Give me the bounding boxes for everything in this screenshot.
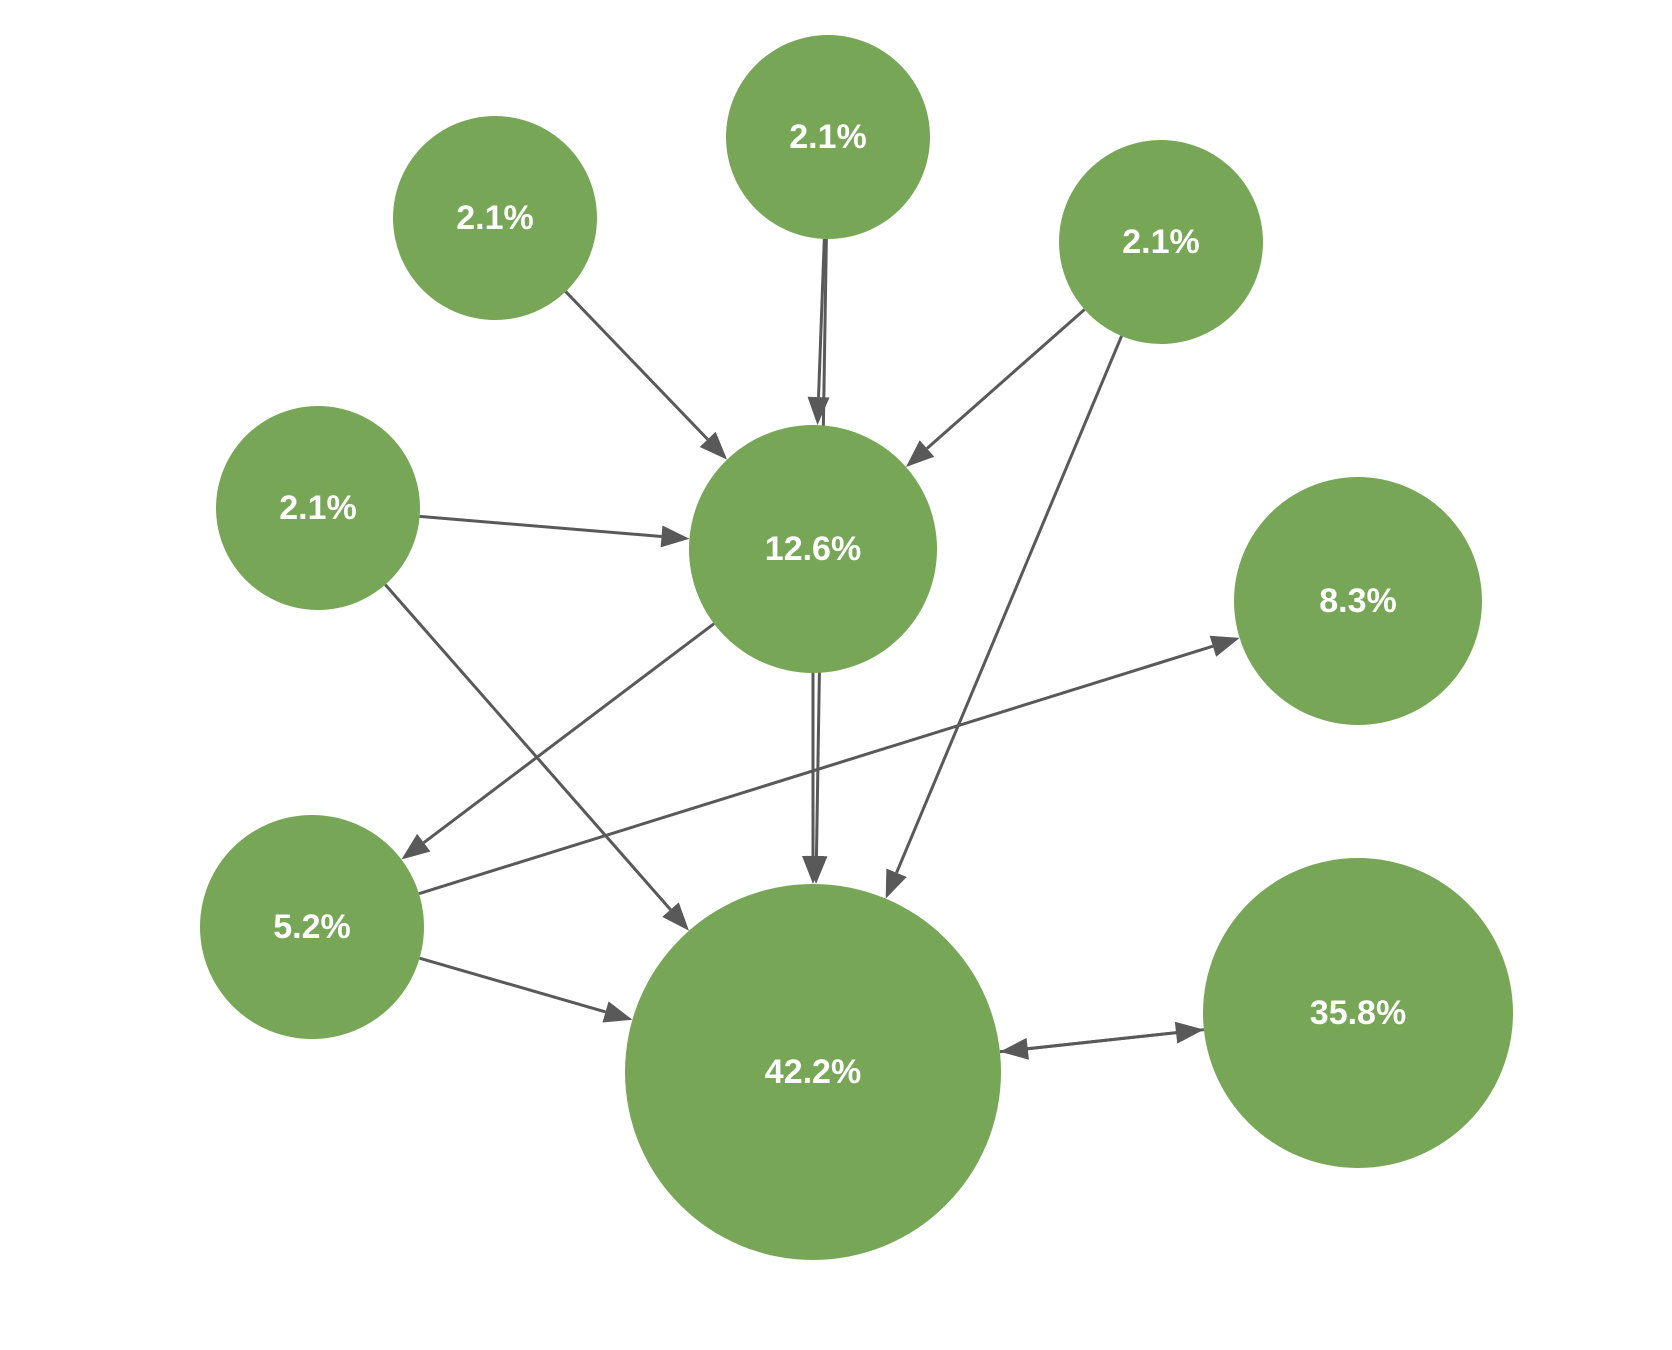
arrowhead-icon	[699, 431, 728, 460]
edge-line	[384, 583, 672, 911]
node-circle	[1234, 477, 1482, 725]
arrowhead-icon	[1209, 635, 1240, 657]
node-n3: 2.1%	[726, 35, 930, 239]
node-circle	[200, 815, 424, 1039]
edge-line	[817, 238, 826, 398]
arrowhead-icon	[602, 1001, 633, 1023]
node-label: 2.1%	[456, 199, 534, 237]
edges-layer	[384, 238, 1240, 1060]
node-label: 12.6%	[765, 530, 861, 568]
edge-n4-to-n8	[885, 335, 1123, 899]
node-circle	[625, 884, 1001, 1260]
edge-n1-to-n5	[419, 514, 690, 548]
node-label: 8.3%	[1319, 582, 1397, 620]
arrowhead-icon	[401, 833, 431, 860]
edge-n5-to-n7	[401, 622, 715, 860]
edge-line	[925, 308, 1086, 450]
edge-n1-to-n8	[384, 583, 689, 931]
node-label: 5.2%	[273, 908, 351, 946]
edge-n5-to-n8	[802, 673, 824, 884]
edge-line	[419, 514, 662, 538]
arrowhead-icon	[885, 868, 907, 899]
node-label: 42.2%	[765, 1053, 861, 1091]
node-n8: 42.2%	[625, 884, 1001, 1260]
nodes-layer: 2.1% 2.1% 2.1% 2.1% 12.6% 8.3% 5.2% 42.2% 35.8%	[200, 35, 1513, 1260]
arrowhead-icon	[660, 525, 690, 548]
edge-line	[419, 956, 606, 1014]
node-n6: 8.3%	[1234, 477, 1482, 725]
node-circle	[393, 116, 597, 320]
edge-n7-to-n6	[418, 635, 1240, 896]
edge-n7-to-n8	[419, 956, 633, 1023]
edge-line	[418, 644, 1214, 896]
arrowhead-icon	[802, 856, 824, 884]
node-n4: 2.1%	[1059, 140, 1263, 344]
node-circle	[1059, 140, 1263, 344]
node-n9: 35.8%	[1203, 858, 1513, 1168]
node-n2: 2.1%	[393, 116, 597, 320]
arrowhead-icon	[662, 902, 689, 931]
node-circle	[689, 425, 937, 673]
node-circle	[1203, 858, 1513, 1168]
node-label: 2.1%	[1122, 223, 1200, 261]
node-circle	[216, 406, 420, 610]
edge-line	[422, 622, 715, 844]
edge-line	[895, 335, 1123, 874]
edge-n4-to-n5	[905, 308, 1086, 467]
edge-line	[564, 290, 709, 441]
node-circle	[726, 35, 930, 239]
node-label: 2.1%	[789, 118, 867, 156]
edge-n9-to-n8	[999, 1028, 1205, 1060]
edge-line	[1027, 1028, 1205, 1051]
arrowhead-icon	[999, 1037, 1029, 1060]
arrowhead-icon	[905, 440, 935, 467]
arrowhead-icon	[807, 396, 830, 426]
node-n1: 2.1%	[216, 406, 420, 610]
node-n5: 12.6%	[689, 425, 937, 673]
node-label: 35.8%	[1310, 994, 1406, 1032]
edge-n2-to-n5	[564, 290, 728, 460]
node-label: 2.1%	[279, 489, 357, 527]
node-n7: 5.2%	[200, 815, 424, 1039]
